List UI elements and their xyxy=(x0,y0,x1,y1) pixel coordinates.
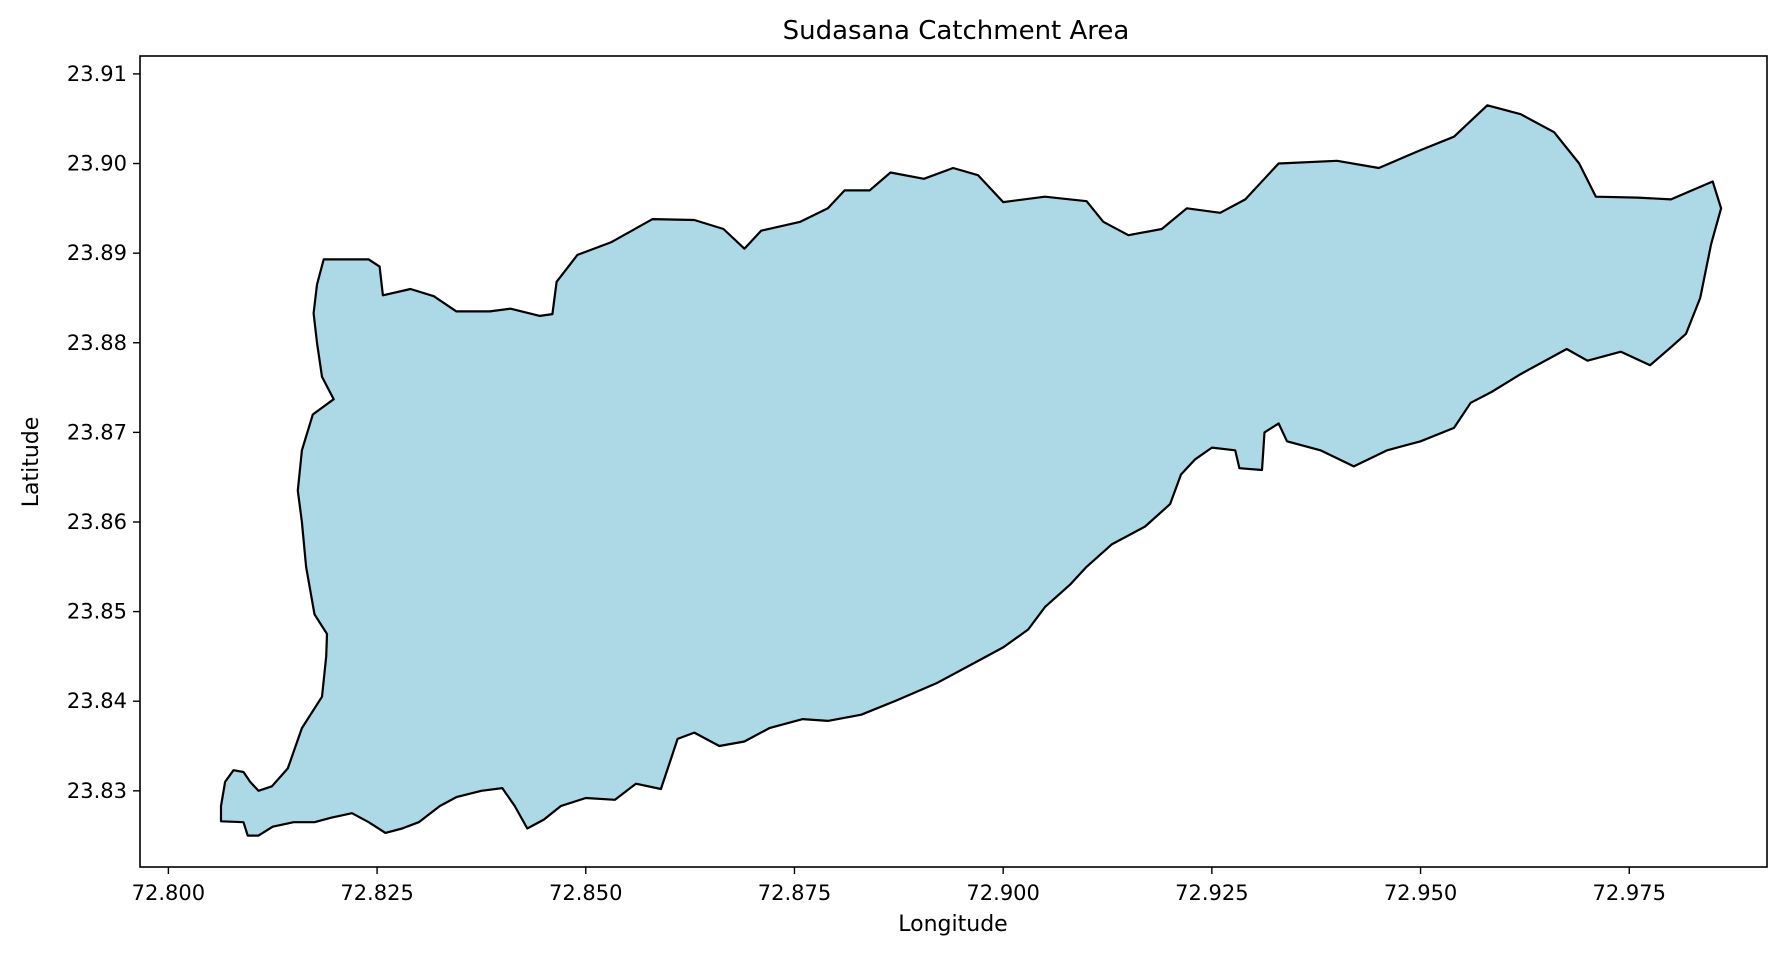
x-tick-label: 72.900 xyxy=(966,881,1039,905)
y-tick-label: 23.90 xyxy=(67,152,127,176)
x-axis-label: Longitude xyxy=(898,912,1007,937)
x-axis-ticks: 72.800 72.825 72.850 72.875 72.900 72.925 72.9… xyxy=(132,867,1666,905)
x-tick-label: 72.825 xyxy=(340,881,413,905)
y-tick-label: 23.88 xyxy=(67,331,127,355)
x-tick-label: 72.950 xyxy=(1384,881,1457,905)
axes-frame xyxy=(139,55,1768,868)
plot-area xyxy=(219,104,1723,837)
x-tick-label: 72.875 xyxy=(758,881,831,905)
x-tick-label: 72.800 xyxy=(132,881,205,905)
x-tick-label: 72.975 xyxy=(1593,881,1666,905)
y-axis-label: Latitude xyxy=(19,417,44,508)
y-tick-label: 23.86 xyxy=(67,510,127,534)
chart-title: Sudasana Catchment Area xyxy=(783,16,1130,46)
x-tick-label: 72.850 xyxy=(549,881,622,905)
y-axis-ticks: 23.83 23.84 23.85 23.86 23.87 23.88 23.89 23.90… xyxy=(67,62,140,803)
catchment-polygon xyxy=(219,104,1723,837)
y-tick-label: 23.89 xyxy=(67,241,127,265)
y-tick-label: 23.91 xyxy=(67,62,127,86)
y-tick-label: 23.84 xyxy=(67,689,127,713)
x-tick-label: 72.925 xyxy=(1175,881,1248,905)
y-tick-label: 23.87 xyxy=(67,420,127,444)
y-tick-label: 23.85 xyxy=(67,600,127,624)
y-tick-label: 23.83 xyxy=(67,779,127,803)
